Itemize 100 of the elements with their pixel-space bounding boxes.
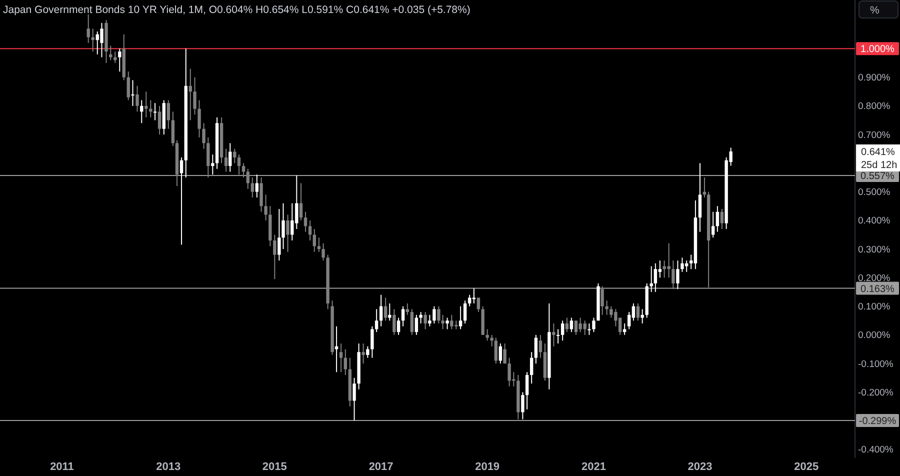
ref-line-label: 0.557% [860,170,895,182]
text: 0.641% [861,146,896,158]
candlestick [131,80,134,106]
candlestick [521,392,524,420]
candlestick [126,71,130,101]
candlestick [401,306,405,327]
candlestick [414,314,418,336]
candlestick [339,343,343,373]
candlestick [458,306,462,330]
chart-title: Japan Government Bonds 10 YR Yield, 1M, O0.604% H0.654% L0.591% C0.641% +0.035 (+5.78%) [3,4,470,16]
candlestick [396,317,400,336]
candlestick [437,306,440,324]
candlestick [206,136,210,178]
candlestick [278,208,281,261]
candlestick [565,317,569,333]
candlestick [180,156,184,246]
candlestick [224,148,228,172]
candlestick [344,348,348,376]
candlestick [304,211,308,232]
candlestick [680,257,684,272]
candlestick [441,314,444,330]
ref-line-label: 1.000% [860,44,895,56]
candlestick [428,314,432,327]
candlestick [538,334,542,358]
candlestick [202,122,206,150]
candlestick [486,328,489,342]
candlestick [498,343,502,364]
candlestick [118,48,122,72]
y-tick-label: 0.000% [858,330,891,342]
y-tick-label: 0.700% [858,130,891,141]
ref-line-label: 0.163% [860,284,895,295]
candlestick [698,162,702,232]
candlestick [622,322,626,336]
candlestick [534,334,538,364]
candlestick [560,320,564,342]
x-tick-label: 2017 [368,461,394,473]
y-tick-label: -0.100% [858,358,894,370]
candlestick [640,308,644,324]
y-tick-label: 0.100% [858,302,891,313]
x-tick-label: 2021 [581,461,606,473]
candlestick [273,234,276,280]
candlestick [211,154,214,176]
candlestick [556,328,560,344]
candlestick [290,202,294,241]
candlestick [246,168,250,190]
candlestick [716,206,720,232]
candlestick [153,102,157,121]
candlestick [136,85,139,112]
candlestick [432,306,436,324]
y-tick-label: -0.200% [858,387,894,398]
candlestick [476,297,480,313]
candlestick [317,237,321,252]
candlestick [352,377,356,421]
candlestick [605,300,608,316]
candlestick [588,322,591,336]
candlestick [250,176,254,198]
candlestick [233,148,236,164]
candlestick [388,302,392,322]
y-tick-label: -0.400% [858,444,894,456]
candlestick [166,100,170,130]
y-tick-label: 0.300% [858,244,891,256]
candlestick [86,14,90,44]
candlestick [552,322,556,347]
text: 25d 12h [861,160,898,171]
candlestick [490,334,494,347]
candlestick [362,343,365,364]
y-axis-title: % [870,4,880,17]
y-tick-label: 0.500% [858,187,891,198]
candlestick [392,308,396,336]
candlestick [419,312,422,324]
candlestick [468,294,472,307]
candlestick [530,352,534,384]
x-tick-label: 2013 [156,461,181,473]
candlestick [711,211,715,238]
candlestick [264,194,268,221]
candlestick [312,228,316,252]
y-tick-label: 0.400% [858,216,891,227]
candlestick [260,176,263,212]
candlestick [255,174,259,198]
candlestick [636,302,640,322]
candlestick [286,214,290,252]
candlestick [720,208,724,230]
x-tick-label: 2015 [262,461,287,473]
y-tick-label: 0.200% [858,272,891,284]
candlestick [503,343,506,364]
candlestick [424,312,427,330]
candlestick [237,154,241,176]
candlestick [308,220,312,241]
candlestick [472,288,476,304]
candlestick [109,45,112,61]
candlestick [91,28,94,52]
x-tick-label: 2011 [50,461,74,473]
x-tick-label: 2025 [794,461,819,473]
candlestick [188,68,192,121]
candlestick [144,91,148,118]
ref-line-label: -0.299% [858,416,896,427]
candlestick [171,111,175,146]
candlestick [149,100,152,118]
candlestick [600,286,604,316]
candlestick [158,105,162,136]
